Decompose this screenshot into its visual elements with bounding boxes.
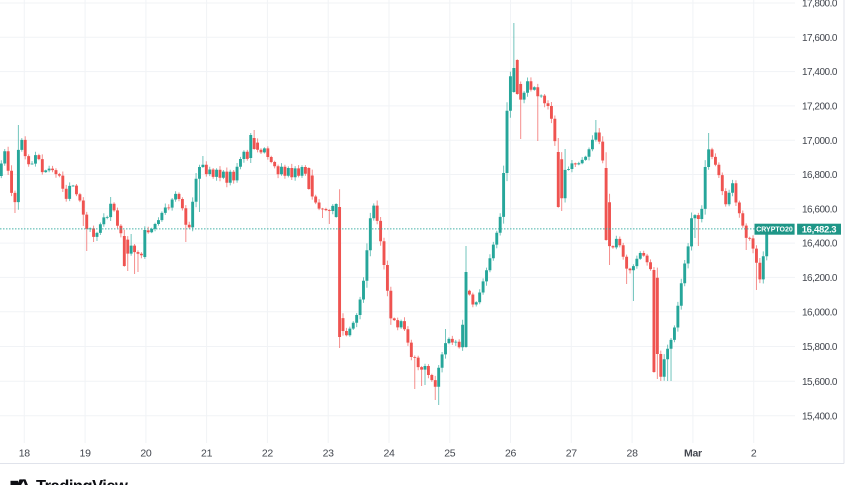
svg-text:16,200.0: 16,200.0 [802, 273, 838, 284]
svg-text:20: 20 [140, 448, 152, 460]
svg-text:18: 18 [19, 448, 31, 460]
svg-text:CRYPTO20: CRYPTO20 [756, 227, 793, 234]
svg-text:22: 22 [262, 448, 274, 460]
svg-text:16,482.3: 16,482.3 [802, 224, 837, 235]
svg-text:16,400.0: 16,400.0 [802, 239, 838, 250]
svg-text:17,800.0: 17,800.0 [802, 0, 838, 10]
svg-text:16,600.0: 16,600.0 [802, 204, 838, 215]
svg-text:17,200.0: 17,200.0 [802, 102, 838, 113]
svg-text:16,000.0: 16,000.0 [802, 307, 838, 318]
svg-text:28: 28 [627, 448, 639, 460]
svg-text:15,400.0: 15,400.0 [802, 411, 838, 422]
svg-text:19: 19 [80, 448, 92, 460]
svg-text:16,800.0: 16,800.0 [802, 170, 838, 181]
svg-text:Mar: Mar [684, 448, 702, 460]
svg-text:23: 23 [323, 448, 335, 460]
svg-text:2: 2 [751, 448, 757, 460]
svg-text:15,800.0: 15,800.0 [802, 342, 838, 353]
svg-text:27: 27 [566, 448, 578, 460]
svg-text:26: 26 [505, 448, 517, 460]
svg-text:15,600.0: 15,600.0 [802, 377, 838, 388]
svg-text:24: 24 [383, 448, 395, 460]
svg-text:25: 25 [444, 448, 456, 460]
svg-text:17,400.0: 17,400.0 [802, 67, 838, 78]
svg-text:17,000.0: 17,000.0 [802, 136, 838, 147]
svg-text:TradingView: TradingView [36, 478, 128, 485]
svg-text:17,600.0: 17,600.0 [802, 33, 838, 44]
svg-text:21: 21 [201, 448, 213, 460]
